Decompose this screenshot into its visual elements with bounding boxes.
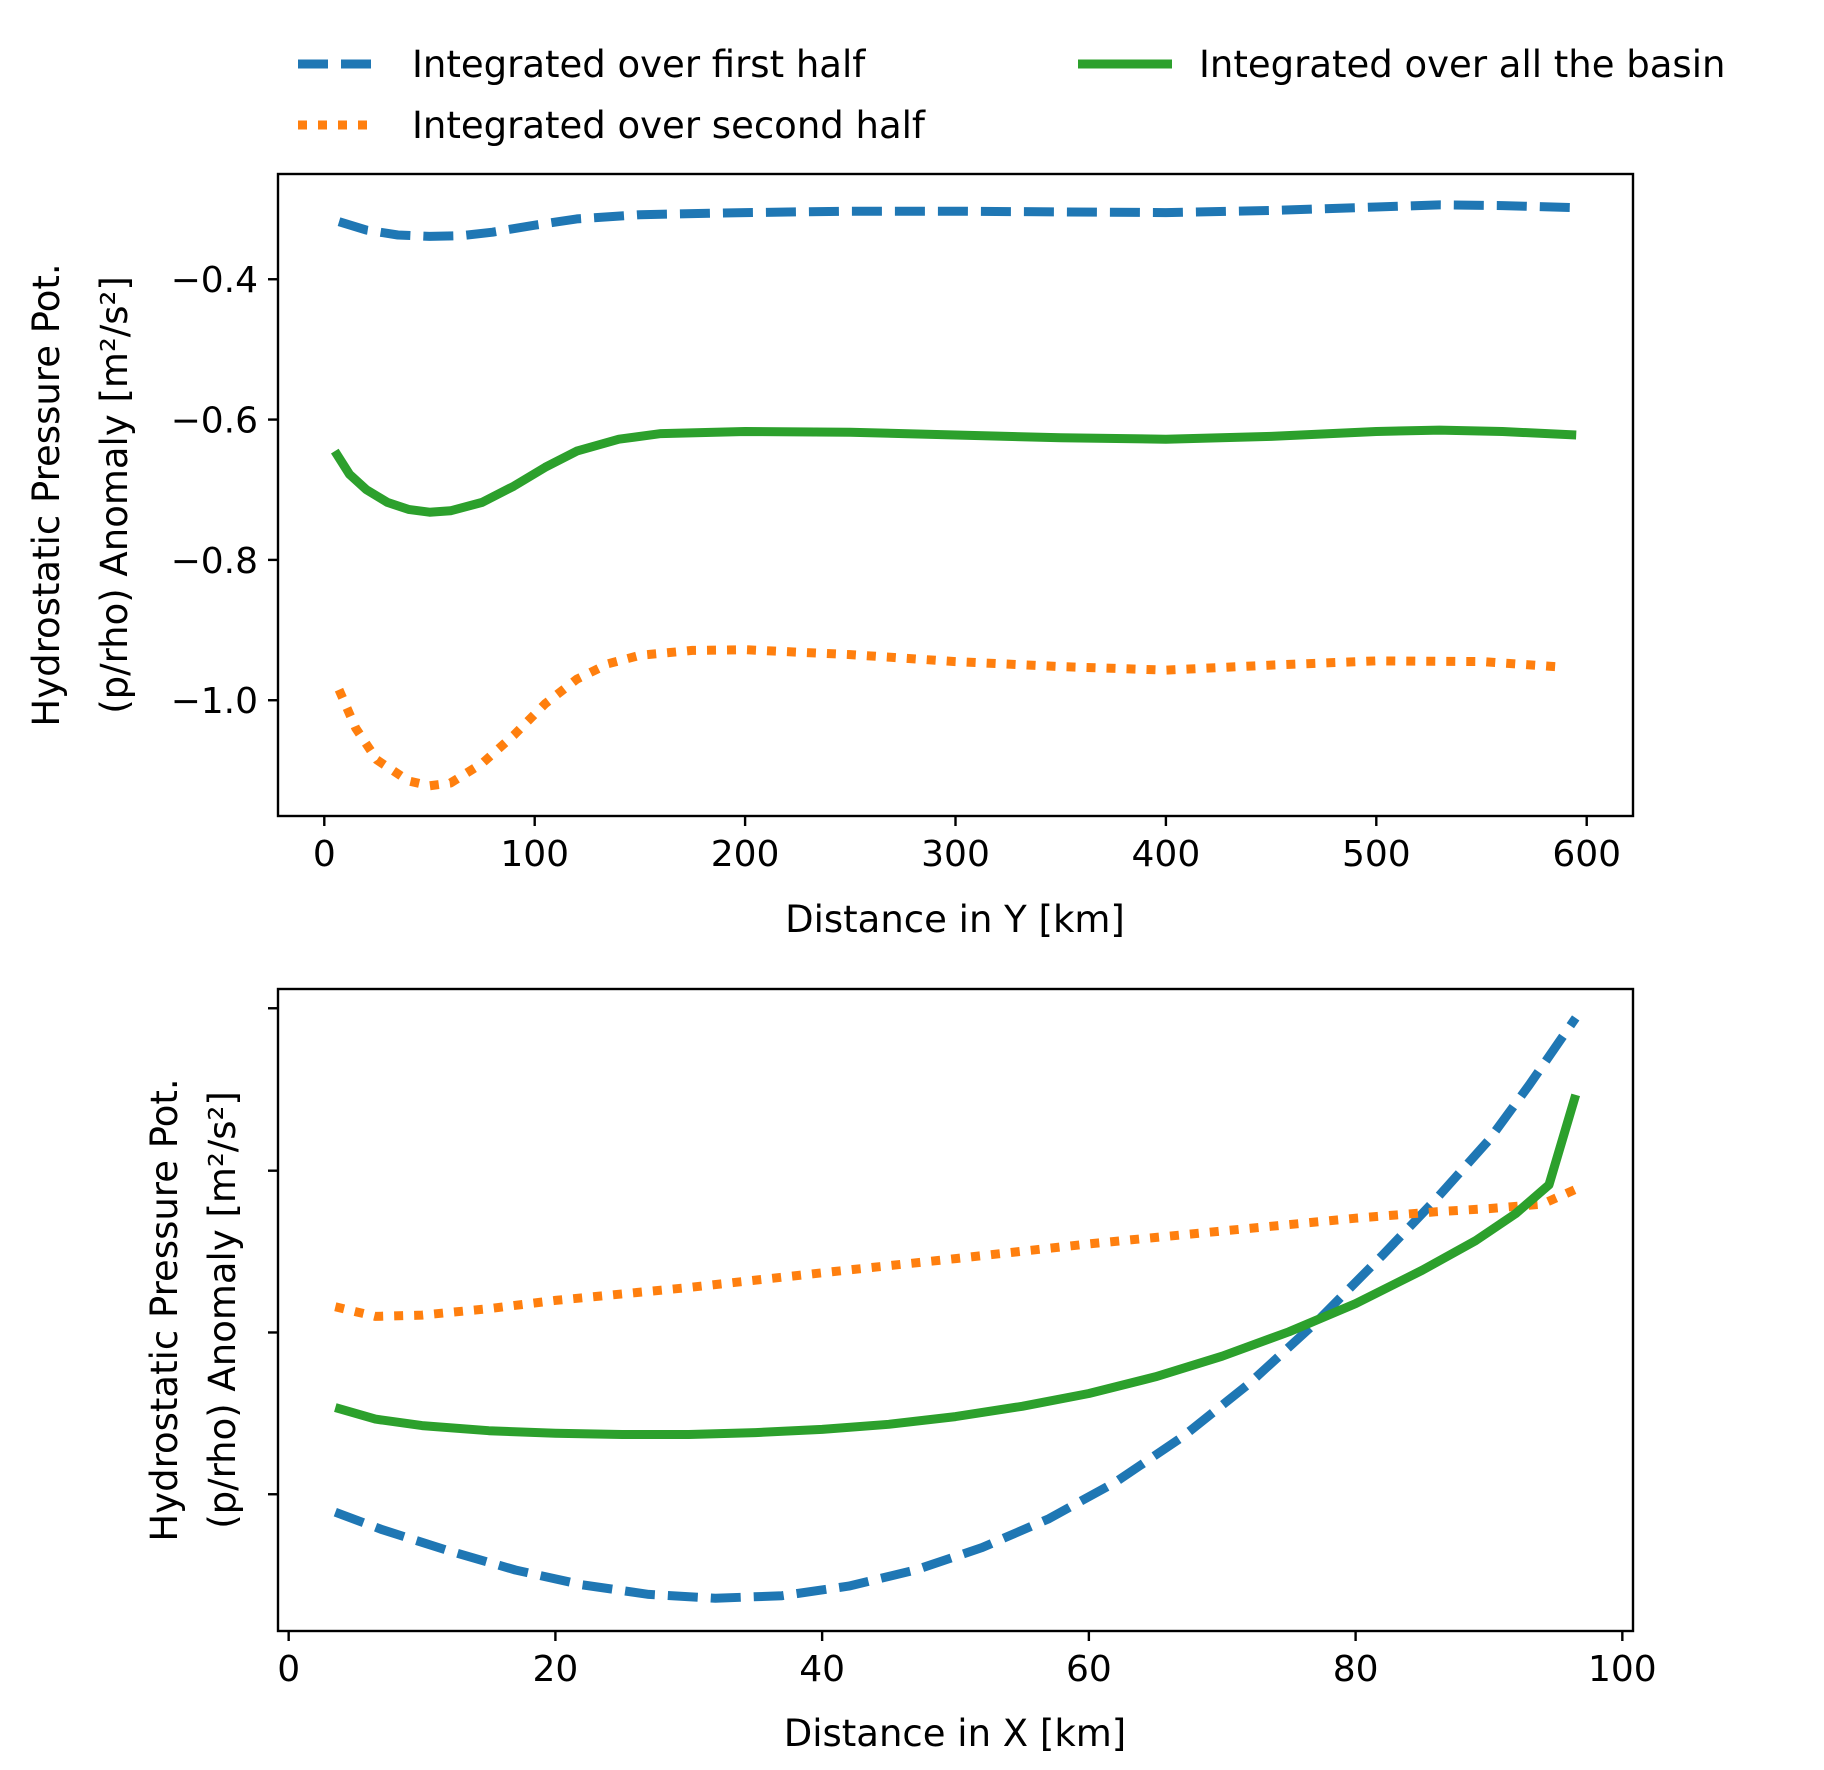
top-xtick-label: 500	[1342, 834, 1411, 875]
bottom-xtick-label: 100	[1588, 1649, 1657, 1690]
bottom-ylabel-line2: (p/rho) Anomaly [m²/s²]	[201, 1091, 244, 1529]
legend-label-all-basin: Integrated over all the basin	[1199, 43, 1725, 86]
bottom-axis-ticks: 0 20 40 60 80 100	[268, 1007, 1657, 1690]
top-ytick-label: −0.6	[171, 401, 258, 442]
top-plot-frame	[276, 172, 1635, 818]
bottom-series-integrated-over-second-half	[334, 1185, 1578, 1321]
top-ytick-label: −0.8	[171, 541, 258, 582]
top-xtick-label: 400	[1132, 834, 1201, 875]
top-series-integrated-over-first-half	[337, 200, 1577, 241]
top-xtick-label: 200	[711, 834, 780, 875]
top-ylabel-line2: (p/rho) Anomaly [m²/s²]	[93, 276, 136, 714]
bottom-xtick-label: 60	[1066, 1649, 1112, 1690]
bottom-series-integrated-over-all-the-basin	[334, 1093, 1581, 1439]
legend-label-second-half: Integrated over second half	[412, 104, 926, 147]
bottom-panel: 0 20 40 60 80 100 Distance in X [km] Hydrosta…	[143, 987, 1657, 1755]
bottom-xlabel: Distance in X [km]	[784, 1712, 1127, 1755]
top-xtick-label: 0	[313, 834, 336, 875]
bottom-xtick-label: 40	[799, 1649, 845, 1690]
bottom-ylabel: Hydrostatic Pressure Pot. (p/rho) Anomal…	[143, 1078, 244, 1541]
legend: Integrated over first half Integrated ov…	[298, 43, 1725, 147]
top-series-group	[330, 200, 1577, 791]
top-axis-ticks: 0 100 200 300 400 500 600 −0.4 −0.6 −0.8 −1.0	[171, 260, 1621, 875]
top-xtick-label: 100	[500, 834, 569, 875]
bottom-xtick-label: 0	[277, 1649, 300, 1690]
bottom-ylabel-line1: Hydrostatic Pressure Pot.	[143, 1078, 186, 1541]
top-xtick-label: 300	[921, 834, 990, 875]
top-panel: 0 100 200 300 400 500 600 −0.4 −0.6 −0.8 −1.0 Dist…	[25, 172, 1635, 941]
top-ylabel-line1: Hydrostatic Pressure Pot.	[25, 263, 68, 726]
bottom-series-group	[333, 1015, 1581, 1603]
bottom-xtick-label: 80	[1333, 1649, 1379, 1690]
bottom-xtick-label: 20	[532, 1649, 578, 1690]
bottom-plot-frame	[276, 987, 1635, 1633]
top-ytick-label: −0.4	[171, 260, 258, 301]
top-xlabel: Distance in Y [km]	[785, 898, 1125, 941]
top-xtick-label: 600	[1552, 834, 1621, 875]
legend-label-first-half: Integrated over first half	[412, 43, 866, 86]
bottom-series-integrated-over-first-half	[333, 1015, 1580, 1603]
top-series-integrated-over-second-half	[334, 645, 1556, 791]
top-ytick-label: −1.0	[171, 681, 258, 722]
top-series-integrated-over-all-the-basin	[330, 425, 1577, 517]
top-ylabel: Hydrostatic Pressure Pot. (p/rho) Anomal…	[25, 263, 136, 726]
